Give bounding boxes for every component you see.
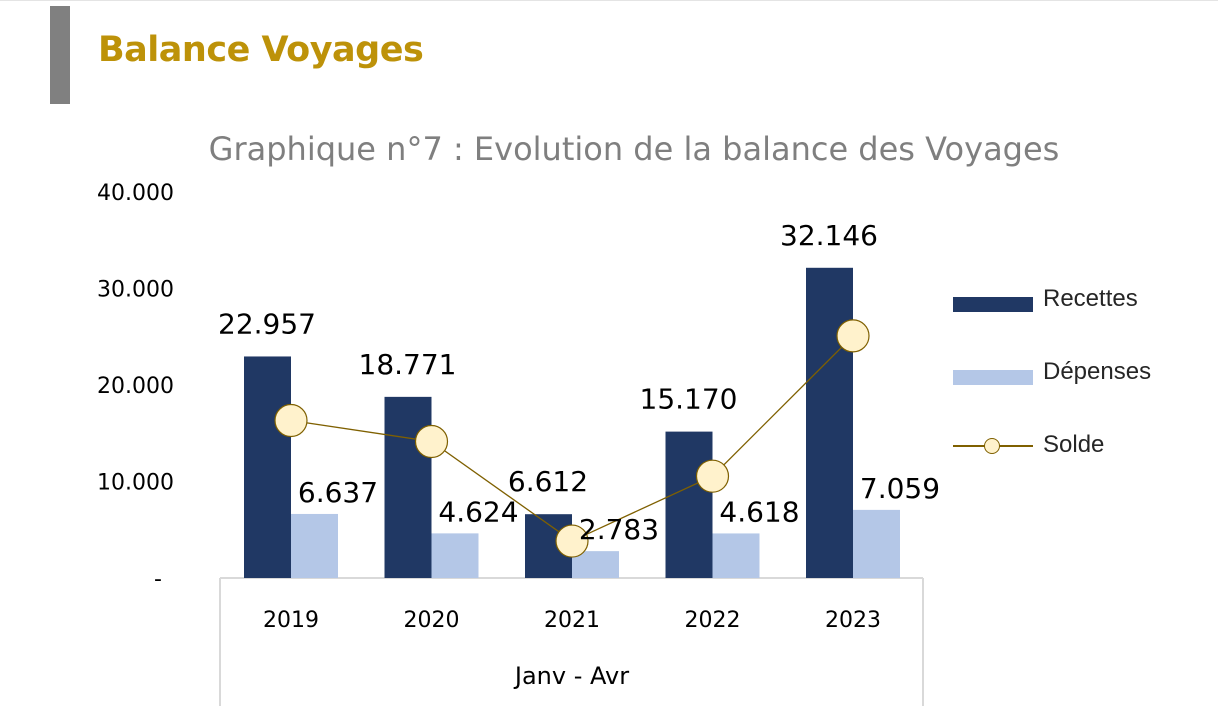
solde-point: [555, 524, 589, 558]
data-label-recettes: 32.146: [780, 219, 878, 252]
legend-marker-solde: [984, 438, 1000, 454]
chart-title: Graphique n°7 : Evolution de la balance …: [208, 130, 1060, 168]
legend-label-recettes: Recettes: [1043, 285, 1138, 312]
x-tick-label: 2022: [685, 608, 741, 633]
data-label-recettes: 6.612: [508, 465, 588, 498]
data-label-depenses: 7.059: [860, 472, 940, 505]
bar-depenses: [291, 513, 338, 578]
bar-depenses: [431, 533, 479, 578]
solde-point: [414, 424, 449, 459]
title-accent-bar: [50, 6, 70, 104]
data-label-recettes: 22.957: [218, 307, 316, 340]
bar-recettes: [384, 396, 432, 578]
data-label-recettes: 18.771: [359, 348, 457, 381]
y-tick-label: 30.000: [97, 278, 174, 303]
legend-label-solde: Solde: [1043, 431, 1105, 458]
solde-point: [274, 403, 308, 438]
x-tick-label: 2023: [825, 608, 881, 633]
bar-depenses: [712, 533, 760, 578]
legend-swatch-depenses: [953, 370, 1033, 385]
data-label-depenses: 6.637: [298, 476, 378, 509]
bar-recettes: [806, 267, 853, 578]
solde-point: [836, 319, 870, 353]
y-tick-label: 40.000: [97, 181, 174, 206]
legend-swatch-recettes: [953, 297, 1033, 312]
bar-recettes: [665, 431, 713, 578]
x-tick-label: 2020: [404, 608, 460, 633]
top-divider: [0, 0, 1218, 1]
legend-item-depenses: Dépenses: [953, 358, 1193, 398]
y-tick-label: 10.000: [97, 471, 174, 496]
section-title: Balance Voyages: [98, 30, 424, 70]
x-tick-label: 2019: [263, 608, 319, 633]
x-axis-title: Janv - Avr: [513, 662, 629, 690]
solde-point: [695, 459, 730, 493]
legend-item-recettes: Recettes: [953, 285, 1193, 325]
bar-depenses: [853, 509, 900, 578]
bar-recettes: [244, 356, 291, 578]
data-label-depenses: 2.783: [579, 513, 659, 546]
data-label-recettes: 15.170: [640, 383, 738, 416]
x-tick-label: 2021: [544, 608, 600, 633]
y-tick-label: -: [154, 567, 162, 592]
data-label-depenses: 4.618: [719, 495, 799, 528]
legend-label-depenses: Dépenses: [1043, 358, 1152, 385]
y-tick-label: 20.000: [97, 374, 174, 399]
legend-item-solde: Solde: [953, 431, 1193, 471]
data-label-depenses: 4.624: [438, 495, 518, 528]
